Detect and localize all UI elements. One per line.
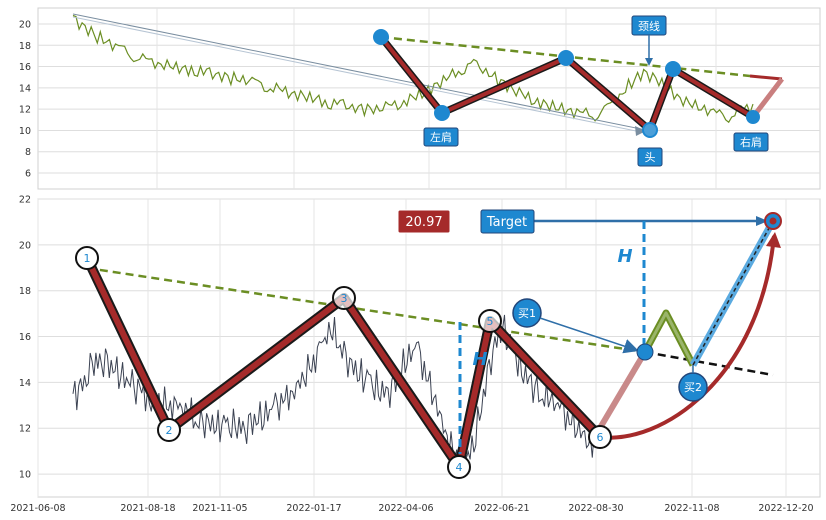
point-5: 5: [478, 309, 502, 333]
target-point-core: [769, 217, 777, 225]
top-peak1-marker: [558, 50, 574, 66]
top-head-highlight: [644, 124, 656, 136]
bottom-ytick-label: 22: [19, 195, 31, 206]
bottom-breakout-line: [597, 350, 648, 430]
point-6: 6: [588, 425, 612, 449]
point-3: 3: [332, 286, 356, 310]
bottom-neckline: [86, 266, 646, 354]
bottom-xticks: 2021-06-08 2021-08-18 2021-11-05 2022-01-17…: [10, 503, 813, 514]
svg-text:20.97: 20.97: [405, 215, 442, 230]
top-long-arrow-line: [72, 13, 647, 131]
bottom-xtick-label: 2022-08-30: [568, 503, 623, 514]
top-pattern-red: [379, 35, 755, 132]
top-ytick-label: 20: [19, 19, 31, 30]
bottom-ytick-label: 10: [19, 470, 31, 481]
bottom-xtick-label: 2022-06-21: [474, 503, 529, 514]
target-arrowhead: [756, 216, 768, 226]
top-left-shoulder-marker: [434, 105, 450, 121]
top-ytick-label: 16: [19, 62, 31, 73]
top-ytick-label: 12: [19, 105, 31, 116]
top-projection: [751, 77, 784, 119]
svg-text:4: 4: [456, 461, 463, 474]
top-head-marker: [642, 122, 658, 138]
point-1: 1: [75, 246, 99, 270]
label-neckline: 颈线: [631, 15, 667, 66]
top-neckline-red-end: [749, 74, 783, 81]
bottom-xtick-label: 2022-01-17: [286, 503, 341, 514]
svg-text:颈线: 颈线: [638, 19, 660, 33]
top-ytick-label: 8: [25, 147, 31, 158]
buy1-marker: 买1: [512, 298, 654, 361]
top-right-shoulder-marker: [746, 110, 760, 124]
top-ytick-label: 18: [19, 41, 31, 52]
top-long-arrow-head: [635, 126, 646, 136]
bottom-pattern-red: [84, 256, 603, 470]
svg-text:5: 5: [487, 315, 494, 328]
bottom-xtick-label: 2022-12-20: [758, 503, 813, 514]
point-2: 2: [157, 418, 181, 442]
svg-text:买2: 买2: [684, 381, 702, 394]
svg-text:左肩: 左肩: [430, 130, 452, 144]
bottom-ytick-label: 14: [19, 378, 31, 389]
bottom-ytick-label: 16: [19, 332, 31, 343]
svg-text:6: 6: [597, 431, 604, 444]
svg-text:买1: 买1: [518, 307, 536, 320]
bottom-xtick-label: 2022-04-06: [378, 503, 433, 514]
point-4: 4: [447, 455, 471, 479]
label-head: 头: [637, 147, 663, 167]
top-ytick-label: 10: [19, 126, 31, 137]
bottom-xtick-label: 2021-08-18: [120, 503, 175, 514]
target-label-box: Target: [480, 209, 535, 234]
top-yticks: 20 18 16 14 12 10 8 6: [19, 19, 31, 179]
bottom-ytick-label: 20: [19, 240, 31, 251]
label-right-shoulder: 右肩: [733, 132, 769, 152]
label-left-shoulder: 左肩: [423, 127, 459, 147]
bottom-curved-arrowhead: [766, 232, 781, 248]
svg-text:2: 2: [166, 424, 173, 437]
bottom-ytick-label: 12: [19, 424, 31, 435]
buy2-marker: 买2: [678, 365, 708, 402]
bottom-xtick-label: 2021-11-05: [192, 503, 247, 514]
top-peak2-marker: [665, 61, 681, 77]
top-ytick-label: 14: [19, 83, 31, 94]
bottom-xtick-label: 2022-11-08: [664, 503, 719, 514]
bottom-final-rise: [689, 219, 777, 367]
target-value-box: 20.97: [397, 209, 451, 234]
top-start-marker: [373, 29, 389, 45]
bottom-ytick-label: 18: [19, 286, 31, 297]
h-label-left: H: [472, 349, 487, 370]
bottom-xtick-label: 2021-06-08: [10, 503, 65, 514]
top-ytick-label: 6: [25, 169, 31, 180]
svg-text:Target: Target: [486, 215, 527, 230]
top-long-arrow-shadow: [72, 16, 647, 134]
svg-text:3: 3: [341, 292, 348, 305]
bottom-yticks: 22 20 18 16 14 12 10: [19, 195, 31, 481]
svg-text:头: 头: [645, 151, 656, 164]
bottom-neckline-extension: [644, 350, 774, 377]
svg-text:1: 1: [84, 252, 91, 265]
h-label-right: H: [617, 246, 632, 267]
bottom-retest: [643, 311, 695, 366]
svg-text:右肩: 右肩: [740, 135, 762, 149]
top-price-series: [72, 14, 754, 124]
top-panel: 20 18 16 14 12 10 8 6 左肩 头 右肩: [19, 7, 821, 190]
